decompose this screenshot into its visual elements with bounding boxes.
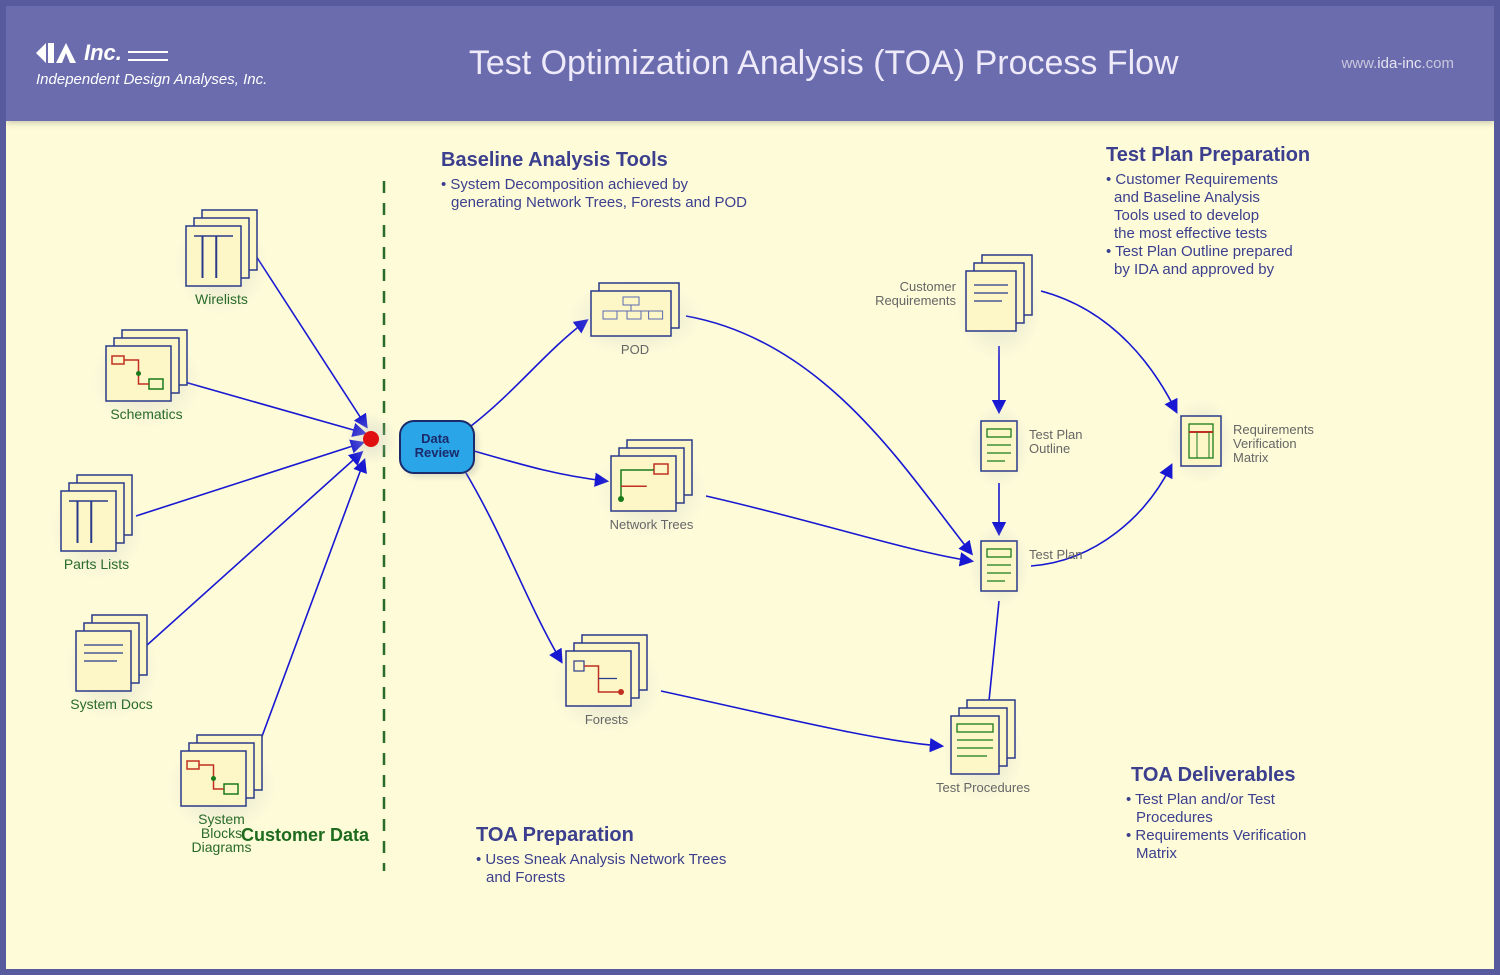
node-cust-req: CustomerRequirements bbox=[875, 255, 1041, 360]
node-label-test-plan: Test Plan bbox=[1029, 547, 1082, 562]
svg-text:TOA Deliverables: TOA Deliverables bbox=[1131, 764, 1296, 786]
merge-node bbox=[345, 413, 397, 465]
svg-text:Baseline Analysis Tools: Baseline Analysis Tools bbox=[441, 149, 668, 171]
page-title: Test Optimization Analysis (TOA) Process… bbox=[306, 44, 1341, 83]
node-parts: Parts Lists bbox=[50, 475, 144, 580]
node-label-schematics: Schematics bbox=[110, 406, 182, 422]
node-label-parts: Parts Lists bbox=[64, 556, 129, 572]
node-wirelists: Wirelists bbox=[175, 210, 269, 315]
svg-text:TOA Preparation: TOA Preparation bbox=[476, 824, 634, 846]
node-sysdocs: System Docs bbox=[65, 615, 159, 720]
node-net-trees: Network Trees bbox=[596, 440, 707, 538]
node-label-sysdocs: System Docs bbox=[70, 696, 152, 712]
header-url: www.ida-inc.com bbox=[1341, 55, 1494, 72]
svg-text:• System Decomposition achieve: • System Decomposition achieved by gener… bbox=[441, 176, 747, 211]
logo-block: Inc. Independent Design Analyses, Inc. bbox=[6, 39, 306, 88]
node-data-review: Data Review bbox=[400, 421, 478, 477]
section-deliverables: TOA Deliverables • Test Plan and/or Test… bbox=[1126, 764, 1311, 862]
customer-data-label: Customer Data bbox=[241, 825, 370, 845]
node-label-wirelists: Wirelists bbox=[195, 291, 248, 307]
node-test-proc: Test Procedures bbox=[936, 700, 1030, 802]
section-testplan: Test Plan Preparation • Customer Require… bbox=[1106, 144, 1310, 278]
section-toa-prep: TOA Preparation • Uses Sneak Analysis Ne… bbox=[476, 824, 731, 886]
logo-subtext: Independent Design Analyses, Inc. bbox=[36, 71, 267, 88]
node-tpo: Test PlanOutline bbox=[968, 404, 1082, 489]
node-label-cust-req: CustomerRequirements bbox=[875, 279, 957, 308]
header-bar: Inc. Independent Design Analyses, Inc. T… bbox=[6, 6, 1494, 121]
logo-ida-icon bbox=[36, 39, 78, 67]
node-label-tpo: Test PlanOutline bbox=[1029, 427, 1082, 456]
svg-text:• Customer Requirements: • Customer Requirements and Baseline Ana… bbox=[1106, 171, 1297, 278]
svg-text:• Test Plan and/or Test: • Test Plan and/or Test Procedures • Req… bbox=[1126, 791, 1311, 862]
node-label-net-trees: Network Trees bbox=[610, 517, 694, 532]
diagram-canvas: Data Review Wirelists Schematics Parts L… bbox=[6, 121, 1494, 969]
flow-svg: Data Review Wirelists Schematics Parts L… bbox=[6, 121, 1494, 969]
node-label-forests: Forests bbox=[585, 712, 629, 727]
svg-text:• Uses Sneak Analysis Network: • Uses Sneak Analysis Network Trees and … bbox=[476, 851, 731, 886]
node-forests: Forests bbox=[551, 635, 662, 733]
node-label-pod: POD bbox=[621, 342, 649, 357]
node-rvm: RequirementsVerificationMatrix bbox=[1167, 399, 1314, 484]
node-schematics: Schematics bbox=[91, 330, 202, 428]
svg-text:Test Plan Preparation: Test Plan Preparation bbox=[1106, 144, 1310, 166]
node-label-test-proc: Test Procedures bbox=[936, 780, 1030, 795]
logo-text: Inc. bbox=[84, 40, 122, 66]
node-pod: POD bbox=[567, 279, 703, 357]
node-label-rvm: RequirementsVerificationMatrix bbox=[1233, 422, 1314, 465]
section-baseline: Baseline Analysis Tools • System Decompo… bbox=[441, 149, 747, 211]
node-test-plan: Test Plan bbox=[968, 524, 1082, 609]
